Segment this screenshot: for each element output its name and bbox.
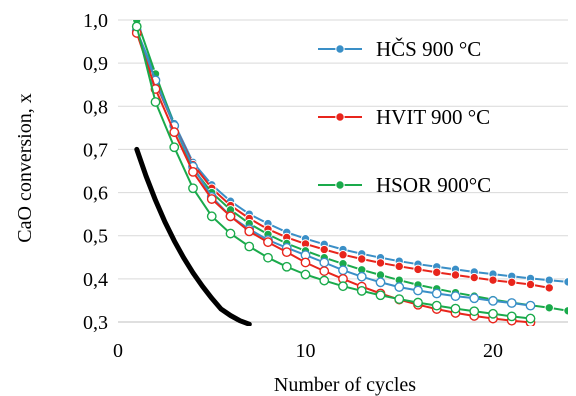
y-tick-label: 0,5 bbox=[83, 226, 108, 248]
data-point bbox=[338, 249, 348, 260]
data-point bbox=[544, 275, 554, 285]
series-2 bbox=[132, 20, 568, 316]
data-point bbox=[432, 267, 442, 278]
data-point bbox=[413, 264, 423, 275]
data-point bbox=[507, 277, 517, 288]
data-point bbox=[450, 303, 461, 314]
data-point bbox=[375, 277, 386, 288]
series-layer bbox=[131, 20, 568, 326]
y-tick-label: 0,4 bbox=[83, 269, 108, 291]
y-tick-label: 0,3 bbox=[83, 312, 108, 334]
data-point bbox=[506, 311, 517, 322]
data-point bbox=[450, 291, 461, 302]
data-point bbox=[319, 244, 329, 255]
data-point bbox=[488, 308, 498, 319]
data-point bbox=[431, 288, 442, 299]
data-point bbox=[281, 247, 292, 258]
data-point bbox=[506, 298, 517, 308]
data-point bbox=[375, 290, 386, 301]
legend-swatch-marker bbox=[335, 44, 345, 54]
data-point bbox=[450, 270, 461, 280]
data-point bbox=[206, 194, 217, 204]
legend-swatch-marker bbox=[335, 112, 345, 122]
data-point bbox=[206, 211, 217, 222]
data-point bbox=[319, 257, 330, 268]
data-point bbox=[356, 271, 367, 282]
data-point bbox=[525, 313, 536, 324]
data-point bbox=[319, 266, 330, 276]
legend-entry: HČS 900 °C bbox=[318, 37, 481, 61]
data-point bbox=[319, 275, 330, 286]
data-point bbox=[544, 303, 554, 313]
data-point bbox=[225, 211, 236, 222]
series-5 bbox=[131, 21, 536, 324]
data-point bbox=[544, 283, 554, 293]
data-point bbox=[357, 254, 367, 264]
data-point bbox=[263, 252, 273, 263]
data-point bbox=[225, 228, 236, 239]
data-point bbox=[413, 285, 423, 296]
y-tick-label: 0,8 bbox=[83, 96, 108, 118]
data-point bbox=[338, 265, 348, 276]
y-tick-label: 0,9 bbox=[83, 53, 108, 75]
data-point bbox=[244, 241, 255, 252]
data-point bbox=[131, 21, 142, 32]
data-point bbox=[300, 269, 311, 280]
x-tick-label: 10 bbox=[296, 340, 316, 362]
data-point bbox=[394, 294, 405, 305]
data-point bbox=[525, 279, 536, 290]
data-point bbox=[525, 300, 536, 311]
series-6 bbox=[134, 146, 252, 326]
data-point bbox=[188, 166, 198, 177]
y-axis-label: CaO conversion, x bbox=[14, 93, 36, 242]
legend-entry: HVIT 900 °C bbox=[318, 105, 490, 129]
legend-label: HČS 900 °C bbox=[376, 37, 481, 61]
data-point bbox=[431, 300, 442, 311]
x-tick-label: 20 bbox=[483, 340, 503, 362]
data-point bbox=[488, 295, 498, 306]
series-line bbox=[135, 32, 531, 324]
series-line bbox=[135, 30, 531, 307]
legend-label: HVIT 900 °C bbox=[376, 105, 490, 129]
series-line bbox=[135, 26, 531, 320]
data-point bbox=[413, 297, 423, 308]
x-tick-label: 0 bbox=[113, 340, 123, 362]
x-tick-labels: 0 10 20 bbox=[113, 340, 503, 362]
y-tick-label: 1,0 bbox=[83, 10, 108, 32]
data-point bbox=[338, 281, 348, 292]
legend-label: HSOR 900°C bbox=[376, 173, 491, 197]
data-point bbox=[244, 226, 255, 237]
data-point bbox=[169, 142, 180, 153]
legend-entry: HSOR 900°C bbox=[318, 173, 491, 197]
data-point bbox=[394, 261, 404, 272]
data-point bbox=[394, 282, 405, 292]
data-point bbox=[263, 237, 273, 248]
series-line bbox=[135, 30, 568, 283]
series-1 bbox=[132, 27, 554, 293]
data-point bbox=[188, 183, 198, 194]
y-tick-label: 0,7 bbox=[83, 139, 108, 161]
series-0 bbox=[132, 26, 568, 287]
data-point bbox=[469, 272, 479, 283]
legend-swatch-marker bbox=[335, 180, 345, 190]
series-line bbox=[134, 146, 252, 326]
data-point bbox=[356, 286, 367, 296]
data-point bbox=[563, 277, 568, 287]
data-point bbox=[563, 306, 568, 316]
data-point bbox=[300, 257, 311, 268]
data-point bbox=[150, 97, 161, 107]
data-point bbox=[469, 306, 480, 317]
data-point bbox=[469, 293, 480, 304]
data-point bbox=[488, 275, 498, 285]
x-axis-label: Number of cycles bbox=[274, 374, 416, 396]
y-tick-label: 0,6 bbox=[83, 183, 108, 205]
data-point bbox=[281, 261, 292, 272]
y-tick-labels: 0,3 0,4 0,5 0,6 0,7 0,8 0,9 1,0 bbox=[83, 10, 108, 334]
data-point bbox=[375, 258, 386, 268]
legend: HČS 900 °C HVIT 900 °C HSOR 900°C bbox=[318, 37, 491, 197]
data-point bbox=[169, 127, 180, 138]
